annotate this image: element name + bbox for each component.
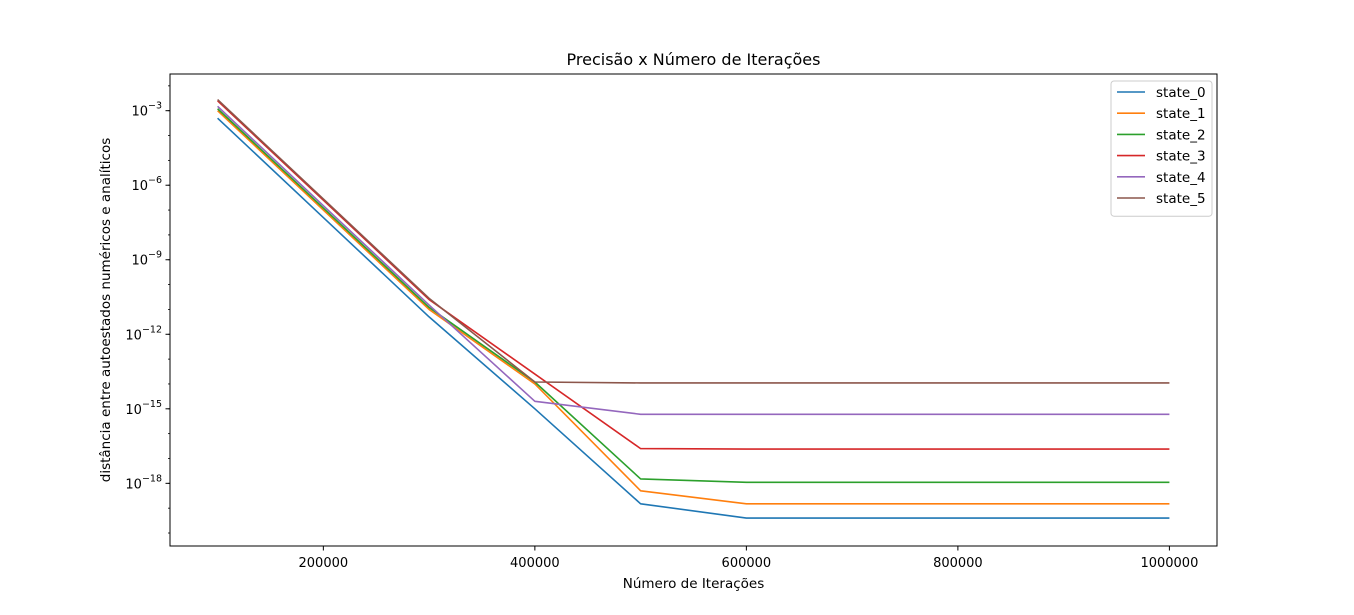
y-axis-label: distância entre autoestados numéricos e … xyxy=(98,138,114,483)
legend-label-state_5: state_5 xyxy=(1156,191,1206,207)
legend-label-state_1: state_1 xyxy=(1156,106,1206,122)
legend-box xyxy=(1110,80,1213,217)
chart-title: Precisão x Número de Iterações xyxy=(567,50,821,69)
y-tick-label: 10−15 xyxy=(125,399,162,418)
plot-frame xyxy=(169,73,1218,547)
y-tick-label: 10−12 xyxy=(125,324,162,343)
legend-label-state_3: state_3 xyxy=(1156,149,1206,165)
series-line-state_4 xyxy=(217,105,1170,416)
series-line-state_1 xyxy=(217,110,1170,505)
y-tick-label: 10−18 xyxy=(125,473,162,492)
legend: state_0 state_1 state_2 state_3 state_4state… xyxy=(1110,80,1213,217)
plot-area xyxy=(169,73,1218,547)
y-tick-label: 10−6 xyxy=(131,175,162,194)
legend-label-state_4: state_4 xyxy=(1156,170,1206,186)
y-tick-label: 10−9 xyxy=(131,250,162,269)
series-line-state_5 xyxy=(217,99,1170,384)
legend-label-state_0: state_0 xyxy=(1156,85,1206,101)
x-tick-label: 1000000 xyxy=(1140,556,1198,571)
x-axis-label: Número de Iterações xyxy=(623,576,765,592)
plot-background xyxy=(170,74,1217,546)
x-axis: 200000 400000 600000 800000 1000000 xyxy=(299,546,1198,571)
x-tick-label: 600000 xyxy=(722,556,772,571)
legend-label-state_2: state_2 xyxy=(1156,127,1206,143)
x-tick-label: 200000 xyxy=(299,556,349,571)
y-tick-label: 10−3 xyxy=(131,101,162,120)
series-line-state_0 xyxy=(217,117,1170,519)
x-tick-label: 400000 xyxy=(510,556,560,571)
series-group xyxy=(217,99,1170,519)
y-axis: 10−18 10−15 10−12 10−9 10−6 10−3 xyxy=(125,85,170,534)
series-line-state_2 xyxy=(217,108,1170,484)
series-line-state_3 xyxy=(217,100,1170,450)
x-tick-label: 800000 xyxy=(933,556,983,571)
